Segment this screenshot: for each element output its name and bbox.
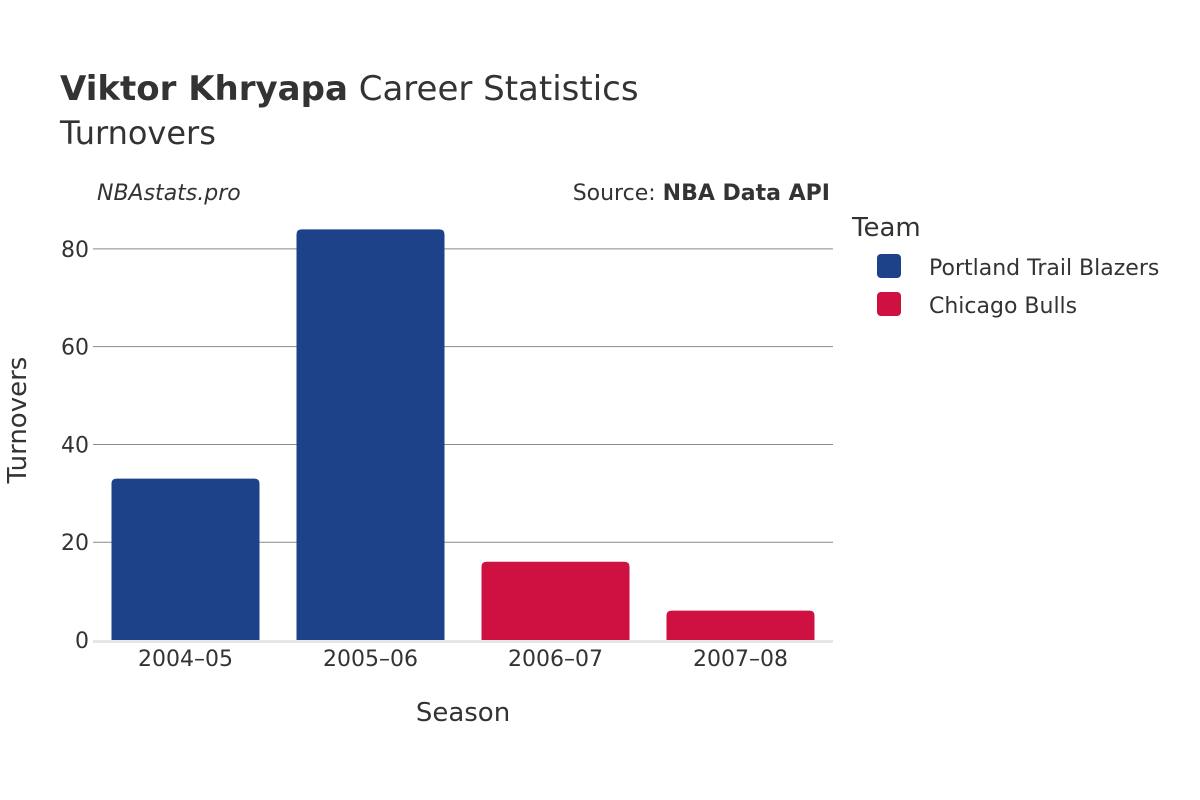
player-name: Viktor Khryapa [60,69,348,109]
x-tick-label: 2005–06 [323,647,418,672]
y-axis-title: Turnovers [3,357,33,485]
source-credit: Source: NBA Data API [573,181,830,206]
legend-label-portland: Portland Trail Blazers [929,256,1159,281]
chart-subtitle: Turnovers [59,114,216,152]
x-tick-label: 2007–08 [693,647,788,672]
y-tick-label: 60 [61,336,89,361]
bar-2005–06[interactable] [296,229,445,641]
legend-swatch-chicago [877,292,901,316]
bar-2004–05[interactable] [111,478,260,640]
watermark: NBAstats.pro [97,181,241,206]
x-tick-label: 2004–05 [138,647,233,672]
chart-title: Viktor Khryapa Career Statistics [60,69,639,109]
legend-item-chicago[interactable]: Chicago Bulls [877,292,1077,319]
source-prefix: Source: [573,181,663,206]
y-tick-label: 80 [61,238,89,263]
legend-label-chicago: Chicago Bulls [929,294,1077,319]
x-tick-label: 2006–07 [508,647,603,672]
x-axis-title: Season [416,698,510,728]
x-tick-labels: 2004–05 2005–06 2006–07 2007–08 [138,647,788,672]
bars [111,229,815,641]
legend-swatch-portland [877,254,901,278]
legend-item-portland[interactable]: Portland Trail Blazers [877,254,1159,281]
bar-2006–07[interactable] [481,561,630,640]
y-tick-label: 40 [61,433,89,458]
legend-title: Team [851,213,921,243]
title-rest: Career Statistics [348,69,639,109]
gridlines [93,248,833,643]
y-tick-label: 0 [75,629,89,654]
source-name: NBA Data API [663,181,830,206]
y-tick-label: 20 [61,531,89,556]
bar-2007–08[interactable] [666,610,815,640]
y-tick-labels: 0 20 40 60 80 [61,238,89,654]
